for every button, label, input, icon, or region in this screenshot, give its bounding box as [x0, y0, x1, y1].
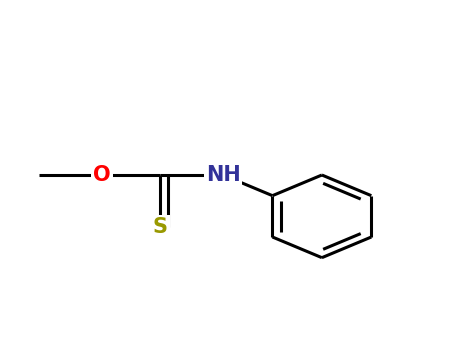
Text: NH: NH [206, 165, 240, 185]
Text: S: S [152, 217, 167, 237]
Text: O: O [93, 165, 111, 185]
